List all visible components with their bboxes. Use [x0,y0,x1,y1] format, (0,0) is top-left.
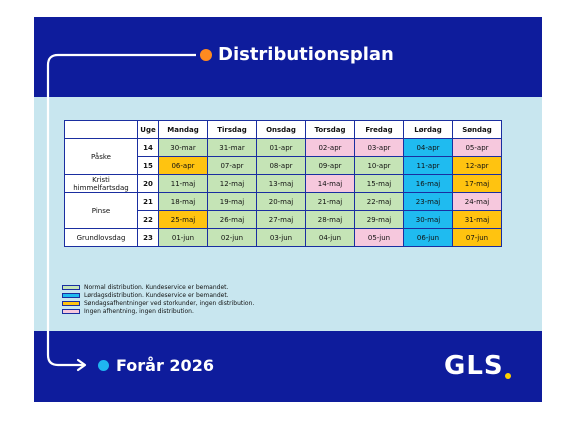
date-cell: 03-jun [256,228,306,247]
date-cell: 09-apr [305,156,355,175]
title-dot-icon [200,49,212,61]
date-cell: 06-apr [158,156,208,175]
table-header-row: Uge Mandag Tirsdag Onsdag Torsdag Fredag Lørda… [64,120,502,139]
legend-swatch [62,284,80,290]
date-cell: 30-maj [403,210,453,229]
legend: Normal distribution. Kundeservice er bem… [62,283,254,315]
date-cell: 11-apr [403,156,453,175]
date-cell: 31-maj [452,210,502,229]
footer-dot-icon [98,360,109,371]
date-cell: 07-apr [207,156,257,175]
date-cell: 01-jun [158,228,208,247]
logo-dot-icon [505,373,511,379]
week-number: 23 [137,228,159,247]
date-cell: 21-maj [305,192,355,211]
gls-logo: GLS [444,351,504,381]
week-number: 22 [137,210,159,229]
date-cell: 26-maj [207,210,257,229]
legend-item: Søndagsafhentninger ved storkunder, inge… [62,299,254,307]
week-number: 15 [137,156,159,175]
date-cell: 15-maj [354,174,404,193]
date-cell: 18-maj [158,192,208,211]
legend-text: Lørdagsdistribution. Kundeservice er bem… [84,291,229,299]
legend-item: Lørdagsdistribution. Kundeservice er bem… [62,291,254,299]
column-header: Uge [137,120,159,139]
date-cell: 27-maj [256,210,306,229]
footer-band [34,331,542,402]
legend-swatch [62,292,80,298]
date-cell: 08-apr [256,156,306,175]
date-cell: 12-apr [452,156,502,175]
date-cell: 11-maj [158,174,208,193]
holiday-label: Grundlovsdag [64,228,138,247]
date-cell: 02-apr [305,138,355,157]
column-header: Onsdag [256,120,306,139]
date-cell: 24-maj [452,192,502,211]
holiday-label: Pinse [64,192,138,229]
date-cell: 04-jun [305,228,355,247]
connector-arrow-icon [46,53,196,372]
date-cell: 05-jun [354,228,404,247]
legend-text: Normal distribution. Kundeservice er bem… [84,283,229,291]
holiday-label: Kristi himmelfartsdag [64,174,138,193]
date-cell: 23-maj [403,192,453,211]
column-header: Fredag [354,120,404,139]
slide: Distributionsplan Uge Mandag Tirsdag Onsdag… [34,17,542,402]
date-cell: 10-apr [354,156,404,175]
footer-title: Forår 2026 [116,356,214,375]
table-row: Kristi himmelfartsdag 20 11-maj 12-maj 13-ma… [64,174,502,193]
table-row: 22 25-maj 26-maj 27-maj 28-maj 29-maj 30-maj 31… [65,210,502,229]
column-header: Torsdag [305,120,355,139]
date-cell: 04-apr [403,138,453,157]
date-cell: 29-maj [354,210,404,229]
column-header: Tirsdag [207,120,257,139]
legend-text: Ingen afhentning, ingen distribution. [84,307,194,315]
week-number: 21 [137,192,159,211]
date-cell: 06-jun [403,228,453,247]
date-cell: 16-maj [403,174,453,193]
date-cell: 13-maj [256,174,306,193]
date-cell: 14-maj [305,174,355,193]
date-cell: 03-apr [354,138,404,157]
legend-item: Ingen afhentning, ingen distribution. [62,307,254,315]
legend-swatch [62,308,80,314]
table-corner-cell [64,120,138,139]
date-cell: 30-mar [158,138,208,157]
date-cell: 05-apr [452,138,502,157]
legend-swatch [62,300,80,306]
column-header: Lørdag [403,120,453,139]
page-title: Distributionsplan [218,44,394,65]
table-row: Påske 14 30-mar 31-mar 01-apr 02-apr 03-apr 04-… [64,138,502,175]
column-header: Søndag [452,120,502,139]
week-number: 20 [137,174,159,193]
week-number: 14 [137,138,159,157]
date-cell: 20-maj [256,192,306,211]
date-cell: 31-mar [207,138,257,157]
date-cell: 12-maj [207,174,257,193]
table-row: Grundlovsdag 23 01-jun 02-jun 03-jun 04-jun 05… [64,228,502,247]
date-cell: 01-apr [256,138,306,157]
date-cell: 28-maj [305,210,355,229]
holiday-label: Påske [64,138,138,175]
date-cell: 22-maj [354,192,404,211]
table-row: 15 06-apr 07-apr 08-apr 09-apr 10-apr 11-apr 12… [65,156,502,175]
table-row: Pinse 21 18-maj 19-maj 20-maj 21-maj 22-maj 23-… [64,192,502,229]
legend-item: Normal distribution. Kundeservice er bem… [62,283,254,291]
header-band [34,17,542,97]
column-header: Mandag [158,120,208,139]
distribution-table: Uge Mandag Tirsdag Onsdag Torsdag Fredag Lørda… [64,120,502,247]
date-cell: 17-maj [452,174,502,193]
legend-text: Søndagsafhentninger ved storkunder, inge… [84,299,255,307]
date-cell: 25-maj [158,210,208,229]
date-cell: 02-jun [207,228,257,247]
date-cell: 19-maj [207,192,257,211]
date-cell: 07-jun [452,228,502,247]
